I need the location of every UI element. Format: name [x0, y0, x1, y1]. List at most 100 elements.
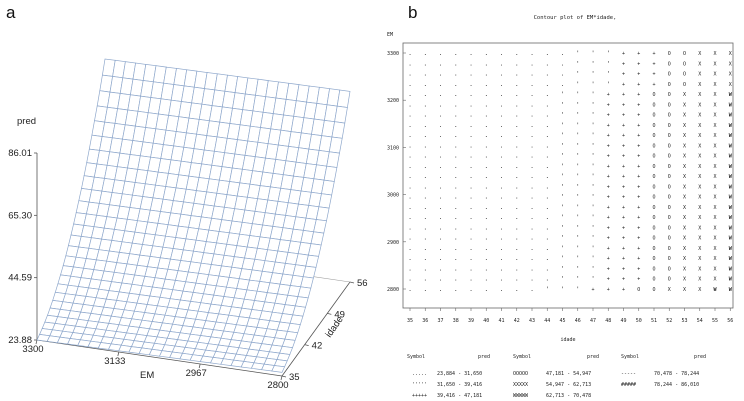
- contour-cell: .: [515, 235, 519, 242]
- contour-cell: .: [484, 183, 488, 190]
- contour-x-tick-label: 51: [651, 318, 657, 324]
- contour-cell: O: [683, 51, 686, 57]
- contour-cell: .: [454, 91, 458, 98]
- contour-cell: O: [668, 205, 671, 211]
- contour-y-tick-label: 3300: [387, 51, 399, 57]
- contour-cell: X: [698, 113, 701, 119]
- contour-cell: .: [423, 153, 427, 160]
- contour-cell: O: [652, 195, 655, 201]
- contour-cell: O: [652, 287, 655, 293]
- contour-cell: .: [408, 81, 412, 88]
- legend-symbol: OOOOO: [513, 371, 528, 377]
- contour-cell: .: [545, 163, 549, 170]
- legend-range: 39,416 - 47,181: [437, 393, 482, 399]
- contour-cell: ': [576, 91, 580, 98]
- contour-cell: +: [622, 61, 625, 67]
- contour-cell: .: [530, 91, 534, 98]
- contour-x-tick-label: 38: [453, 318, 459, 324]
- contour-cell: ': [576, 112, 580, 119]
- contour-cell: .: [469, 183, 473, 190]
- contour-cell: W: [729, 246, 733, 252]
- contour-cell: .: [500, 60, 504, 67]
- contour-cell: .: [454, 132, 458, 139]
- contour-cell: .: [469, 50, 473, 57]
- contour-cell: .: [515, 214, 519, 221]
- contour-x-tick-label: 42: [514, 318, 520, 324]
- contour-cell: .: [484, 204, 488, 211]
- contour-cell: .: [515, 142, 519, 149]
- surface-cell: [328, 136, 343, 154]
- contour-cell: X: [713, 113, 716, 119]
- contour-cell: ': [561, 194, 565, 201]
- contour-cell: X: [683, 164, 686, 170]
- contour-cell: ': [561, 265, 565, 272]
- contour-cell: .: [423, 173, 427, 180]
- contour-cell: .: [515, 112, 519, 119]
- contour-cell: .: [515, 265, 519, 272]
- contour-cell: ': [591, 91, 595, 98]
- contour-cell: +: [637, 236, 640, 242]
- contour-cell: .: [484, 60, 488, 67]
- contour-title: Contour plot of EM*idade,: [534, 15, 617, 21]
- y-tick-mark: [327, 312, 332, 315]
- contour-cell: .: [500, 153, 504, 160]
- contour-cell: +: [652, 72, 655, 78]
- contour-cell: .: [530, 50, 534, 57]
- contour-cell: X: [698, 133, 701, 139]
- contour-cell: .: [469, 286, 473, 293]
- contour-cell: O: [652, 277, 655, 283]
- y-axis-line: [281, 281, 351, 377]
- contour-cell: +: [607, 215, 610, 221]
- contour-cell: X: [683, 184, 686, 190]
- contour-cell: .: [454, 235, 458, 242]
- contour-cell: X: [713, 266, 716, 272]
- contour-cell: .: [439, 50, 443, 57]
- contour-cell: ': [606, 60, 610, 67]
- contour-cell: X: [713, 51, 716, 57]
- contour-cell: O: [668, 184, 671, 190]
- contour-cell: ': [606, 71, 610, 78]
- contour-cell: X: [713, 236, 716, 242]
- legend-header-pred: pred: [694, 354, 706, 360]
- contour-cell: .: [500, 122, 504, 129]
- contour-cell: .: [515, 183, 519, 190]
- contour-cell: W: [729, 287, 733, 293]
- contour-cell: W: [729, 133, 733, 139]
- contour-cell: W: [729, 205, 733, 211]
- contour-cell: ': [561, 245, 565, 252]
- contour-x-tick-label: 48: [605, 318, 611, 324]
- z-tick-label: 44.59: [8, 273, 32, 284]
- legend-header-symbol: Symbol: [407, 354, 425, 360]
- contour-cell: .: [545, 50, 549, 57]
- surface-cell: [331, 121, 346, 139]
- contour-cell: +: [622, 143, 625, 149]
- contour-cell: .: [423, 122, 427, 129]
- contour-cell: X: [683, 143, 686, 149]
- contour-cell: +: [637, 266, 640, 272]
- surface-cell: [294, 296, 309, 308]
- y-tick-mark: [304, 344, 309, 347]
- contour-cell: +: [607, 277, 610, 283]
- contour-cell: .: [408, 183, 412, 190]
- contour-cell: ': [576, 224, 580, 231]
- contour-cell: X: [683, 102, 686, 108]
- contour-cell: +: [652, 61, 655, 67]
- contour-cell: .: [500, 255, 504, 262]
- contour-cell: .: [500, 286, 504, 293]
- contour-cell: .: [439, 265, 443, 272]
- contour-cell: X: [698, 123, 701, 129]
- contour-cell: W: [729, 184, 733, 190]
- contour-cell: X: [683, 113, 686, 119]
- contour-cell: ': [561, 204, 565, 211]
- contour-cell: O: [668, 246, 671, 252]
- contour-cell: .: [545, 255, 549, 262]
- panel-label-b: b: [408, 3, 417, 22]
- contour-cell: .: [484, 235, 488, 242]
- contour-cell: ': [591, 163, 595, 170]
- y-tick-label: 56: [357, 278, 368, 289]
- contour-cell: O: [683, 72, 686, 78]
- contour-cell: .: [454, 71, 458, 78]
- contour-cell: X: [713, 256, 716, 262]
- contour-cell: .: [484, 255, 488, 262]
- contour-cell: +: [607, 154, 610, 160]
